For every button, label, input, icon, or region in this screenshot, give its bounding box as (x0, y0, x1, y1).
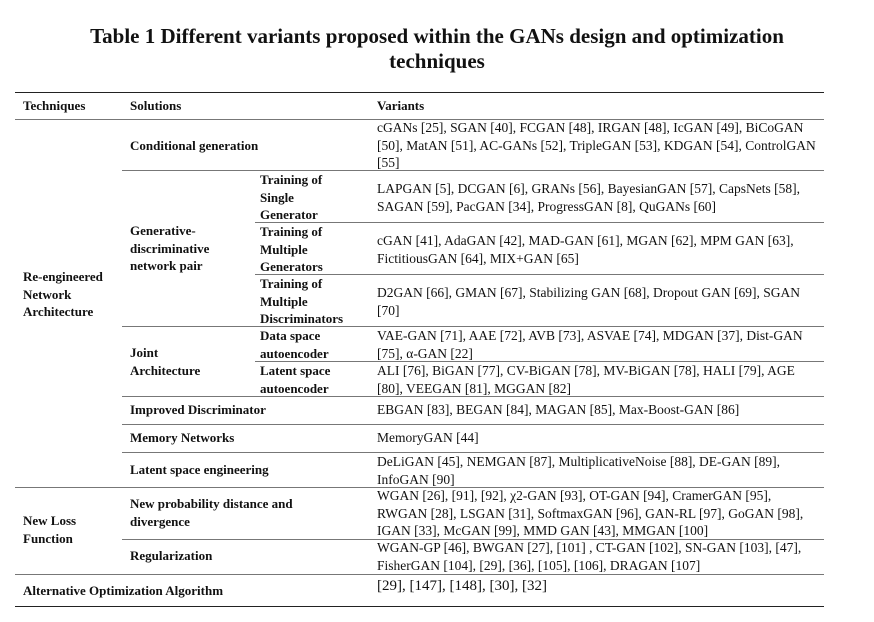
subsolution-latent-ae: Latent space autoencoder (260, 363, 331, 396)
section-rule (15, 487, 824, 488)
header-solutions: Solutions (130, 98, 182, 113)
row-divider (122, 326, 824, 327)
subsolution-multi-gen: Training of Multiple Generators (260, 224, 323, 274)
row-divider (255, 361, 824, 362)
technique-alt-optimization: Alternative Optimization Algorithm (23, 583, 224, 598)
variants-regularization: WGAN-GP [46], BWGAN [27], [101] , CT-GAN… (377, 540, 802, 573)
header-techniques: Techniques (23, 98, 86, 113)
table-top-rule (15, 92, 824, 93)
technique-reengineered: Re-engineered Network Architecture (23, 269, 103, 319)
row-divider (122, 424, 824, 425)
variants-latent-ae: ALI [76], BiGAN [77], CV-BiGAN [78], MV-… (377, 363, 795, 396)
solution-conditional: Conditional generation (130, 138, 259, 153)
section-rule (15, 574, 824, 575)
solution-gen-disc: Generative-discriminative network pair (130, 223, 210, 273)
variants-single-gen: LAPGAN [5], DCGAN [6], GRANs [56], Bayes… (377, 181, 800, 214)
row-divider (122, 539, 824, 540)
row-divider (122, 396, 824, 397)
variants-improved-disc: EBGAN [83], BEGAN [84], MAGAN [85], Max-… (377, 402, 740, 417)
variants-conditional: cGANs [25], SGAN [40], FCGAN [48], IRGAN… (377, 120, 816, 170)
variants-multi-gen: cGAN [41], AdaGAN [42], MAD-GAN [61], MG… (377, 233, 794, 266)
variants-data-ae: VAE-GAN [71], AAE [72], AVB [73], ASVAE … (377, 328, 803, 361)
header-variants: Variants (377, 98, 425, 113)
row-divider (122, 452, 824, 453)
solution-latent-engineering: Latent space engineering (130, 462, 269, 477)
variants-alt-optimization: [29], [147], [148], [30], [32] (377, 578, 547, 594)
table-title: Table 1 Different variants proposed with… (90, 24, 784, 73)
variants-new-prob: WGAN [26], [91], [92], χ2-GAN [93], OT-G… (377, 488, 804, 538)
subsolution-data-ae: Data space autoencoder (260, 328, 329, 361)
subsolution-multi-disc: Training of Multiple Discriminators (260, 276, 344, 326)
solution-new-prob: New probability distance and divergence (130, 496, 293, 529)
solution-improved-disc: Improved Discriminator (130, 402, 266, 417)
solution-regularization: Regularization (130, 548, 213, 563)
header-rule (15, 119, 824, 120)
subsolution-single-gen: Training of Single Generator (260, 172, 323, 222)
solution-joint: Joint Architecture (130, 345, 201, 378)
technique-new-loss: New Loss Function (23, 513, 77, 546)
variants-multi-disc: D2GAN [66], GMAN [67], Stabilizing GAN [… (377, 285, 800, 318)
variants-memory: MemoryGAN [44] (377, 430, 479, 445)
variants-latent-engineering: DeLiGAN [45], NEMGAN [87], Multiplicativ… (377, 454, 781, 487)
table-bottom-rule (15, 606, 824, 607)
solution-memory: Memory Networks (130, 430, 235, 445)
row-divider (255, 274, 824, 275)
row-divider (255, 222, 824, 223)
row-divider (122, 170, 824, 171)
